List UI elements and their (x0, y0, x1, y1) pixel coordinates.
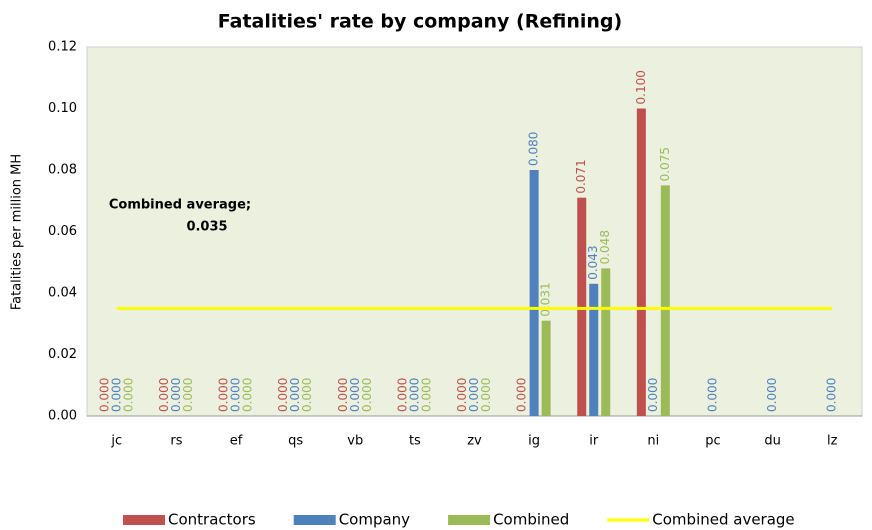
x-tick-label: rs (170, 434, 182, 449)
y-tick-label: 0.10 (48, 101, 77, 116)
x-tick-label: jc (110, 434, 122, 449)
y-axis-label: Fatalities per million MH (10, 154, 25, 310)
value-label: 0.000 (169, 378, 183, 412)
value-label: 0.000 (181, 378, 195, 412)
y-tick-label: 0.08 (48, 163, 77, 178)
legend-swatch (293, 515, 336, 525)
bar (529, 170, 539, 416)
value-label: 0.071 (574, 159, 588, 193)
value-label: 0.100 (634, 70, 648, 104)
bar (601, 268, 611, 416)
value-label: 0.000 (241, 378, 255, 412)
value-label: 0.000 (467, 378, 481, 412)
value-label: 0.000 (288, 378, 302, 412)
bar (577, 197, 587, 416)
value-label: 0.000 (395, 378, 409, 412)
bar (589, 283, 599, 416)
plot-area (86, 46, 863, 417)
annotation: Combined average; (109, 198, 251, 213)
bar (636, 108, 646, 416)
value-label: 0.000 (217, 378, 231, 412)
value-label: 0.000 (646, 378, 660, 412)
x-tick-label: ir (589, 434, 599, 449)
x-tick-label: ef (230, 434, 243, 449)
value-label: 0.000 (121, 378, 135, 412)
x-tick-label: ts (409, 434, 421, 449)
bar (541, 320, 551, 416)
legend-label: Combined (493, 511, 569, 529)
value-label: 0.000 (276, 378, 290, 412)
value-label: 0.000 (705, 378, 719, 412)
y-tick-label: 0.00 (48, 409, 77, 424)
bar (660, 185, 670, 416)
value-label: 0.080 (527, 132, 541, 166)
x-tick-label: vb (347, 434, 363, 449)
y-tick-label: 0.04 (48, 286, 77, 301)
value-label: 0.000 (336, 378, 350, 412)
value-label: 0.000 (419, 378, 433, 412)
chart-title: Fatalities' rate by company (Refining) (218, 11, 622, 33)
value-label: 0.000 (765, 378, 779, 412)
x-tick-label: qs (288, 434, 303, 449)
value-label: 0.000 (229, 378, 243, 412)
legend-swatch (448, 515, 491, 525)
value-label: 0.048 (598, 230, 612, 264)
value-label: 0.000 (407, 378, 421, 412)
x-tick-label: ni (647, 434, 659, 449)
annotation-value: 0.035 (186, 220, 227, 235)
value-label: 0.075 (658, 147, 672, 181)
x-tick-label: du (764, 434, 781, 449)
value-label: 0.043 (586, 245, 600, 279)
x-tick-label: pc (705, 434, 720, 449)
x-tick-label: ig (528, 434, 540, 449)
y-tick-label: 0.12 (48, 40, 77, 55)
value-label: 0.000 (479, 378, 493, 412)
value-label: 0.000 (455, 378, 469, 412)
legend-label: Contractors (168, 511, 256, 529)
value-label: 0.000 (348, 378, 362, 412)
legend-swatch (123, 515, 165, 525)
value-label: 0.000 (300, 378, 314, 412)
value-label: 0.000 (109, 378, 123, 412)
value-label: 0.000 (157, 378, 171, 412)
value-label: 0.000 (360, 378, 374, 412)
value-label: 0.031 (539, 282, 553, 316)
value-label: 0.000 (825, 378, 839, 412)
value-label: 0.000 (515, 378, 529, 412)
y-tick-label: 0.02 (48, 347, 77, 362)
legend-label: Company (339, 511, 410, 529)
x-tick-label: lz (827, 434, 838, 449)
y-tick-label: 0.06 (48, 224, 77, 239)
value-label: 0.000 (97, 378, 111, 412)
legend-label: Combined average (652, 511, 794, 529)
x-tick-label: zv (467, 434, 482, 449)
